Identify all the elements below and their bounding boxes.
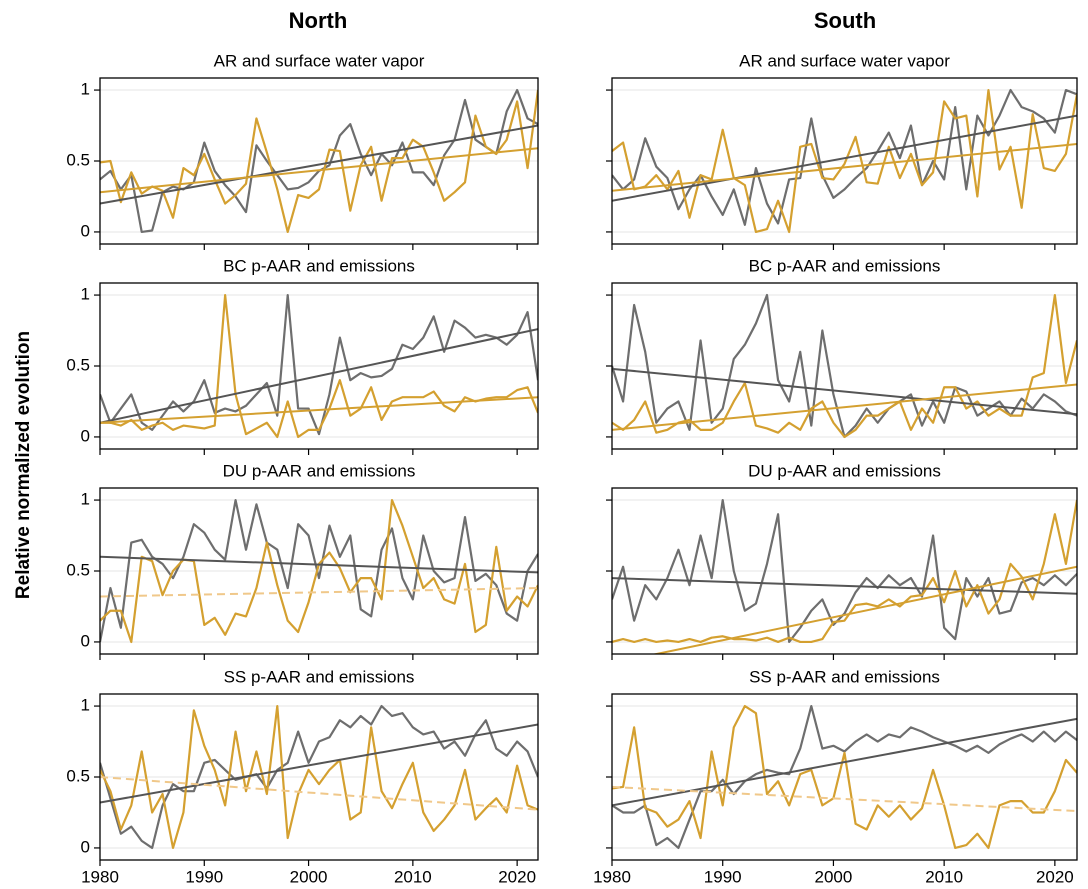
trend-line: [612, 114, 1077, 202]
series-line: [612, 293, 1077, 439]
series-line: [100, 293, 538, 439]
x-tick-label: 2020: [498, 867, 536, 886]
trend-line: [612, 717, 1077, 807]
series-line: [612, 499, 1077, 644]
series-line: [100, 498, 538, 643]
y-tick-label: 0: [81, 221, 90, 240]
trend-line: [100, 723, 538, 804]
x-tick-label: 2010: [925, 867, 963, 886]
trend-line: [100, 555, 538, 574]
y-tick-label: 0: [81, 631, 90, 650]
panel-title: BC p-AAR and emissions: [223, 256, 415, 275]
y-tick-label: 0: [81, 837, 90, 856]
plot-frame: [611, 77, 1078, 245]
series-line: [612, 498, 1077, 644]
plot-frame: [99, 487, 539, 655]
series-line: [612, 88, 1077, 234]
x-tick-label: 2000: [815, 867, 853, 886]
trend-line: [100, 396, 538, 424]
trend-line: [612, 785, 1077, 813]
column-title: North: [289, 8, 348, 33]
y-tick-label: 1: [81, 696, 90, 715]
y-tick-label: 0.5: [66, 150, 90, 169]
y-tick-label: 0.5: [66, 355, 90, 374]
plot-frame: [611, 693, 1078, 861]
x-tick-label: 1980: [593, 867, 631, 886]
plot-frame: [611, 487, 1078, 655]
y-axis-label: Relative normalized evolution: [13, 331, 34, 599]
panel-title: AR and surface water vapor: [214, 51, 425, 70]
panel: DU p-AAR and emissions: [606, 461, 1078, 660]
trend-line: [612, 577, 1077, 595]
trend-line: [612, 367, 1077, 416]
x-tick-label: 2000: [290, 867, 328, 886]
x-tick-label: 1980: [81, 867, 119, 886]
panel: SS p-AAR and emissions 0 0.5 1 1980 1990 2000 2…: [66, 667, 539, 886]
y-tick-label: 1: [81, 285, 90, 304]
series-line: [612, 704, 1077, 850]
series-line: [612, 704, 1077, 850]
panel: SS p-AAR and emissions 1980 1990 2000 2010 20…: [593, 667, 1078, 886]
trend-line: [100, 147, 538, 194]
y-tick-label: 0: [81, 426, 90, 445]
plot-frame: [99, 282, 539, 450]
y-tick-label: 1: [81, 80, 90, 99]
plot-frame: [611, 282, 1078, 450]
panel: AR and surface water vapor: [606, 51, 1078, 250]
trend-line: [612, 383, 1077, 431]
x-tick-label: 1990: [185, 867, 223, 886]
trend-line: [100, 587, 538, 598]
panel: BC p-AAR and emissions: [606, 256, 1078, 455]
series-line: [100, 293, 538, 436]
trend-line: [100, 328, 538, 424]
panel-title: SS p-AAR and emissions: [224, 667, 415, 686]
series-line: [100, 704, 538, 850]
plot-frame: [99, 77, 539, 245]
panel-title: DU p-AAR and emissions: [223, 461, 416, 480]
panel: DU p-AAR and emissions 0 0.5 1: [66, 461, 539, 660]
x-tick-label: 1990: [704, 867, 742, 886]
y-tick-label: 0.5: [66, 560, 90, 579]
series-line: [100, 89, 538, 234]
trend-line: [100, 776, 538, 811]
x-tick-label: 2010: [394, 867, 432, 886]
panel-title: AR and surface water vapor: [739, 51, 950, 70]
column-title: South: [814, 8, 876, 33]
panel: BC p-AAR and emissions 0 0.5 1: [66, 256, 539, 455]
y-tick-label: 1: [81, 490, 90, 509]
panel-title: BC p-AAR and emissions: [749, 256, 941, 275]
plot-frame: [99, 693, 539, 861]
x-tick-label: 2020: [1036, 867, 1074, 886]
panel-title: DU p-AAR and emissions: [748, 461, 941, 480]
trend-line: [612, 142, 1077, 192]
panel-title: SS p-AAR and emissions: [749, 667, 940, 686]
series-line: [100, 704, 538, 850]
y-tick-label: 0.5: [66, 766, 90, 785]
trend-line: [100, 124, 538, 205]
series-line: [612, 88, 1077, 226]
trend-line: [651, 565, 1077, 654]
panel: AR and surface water vapor 0 0.5 1: [66, 51, 539, 250]
